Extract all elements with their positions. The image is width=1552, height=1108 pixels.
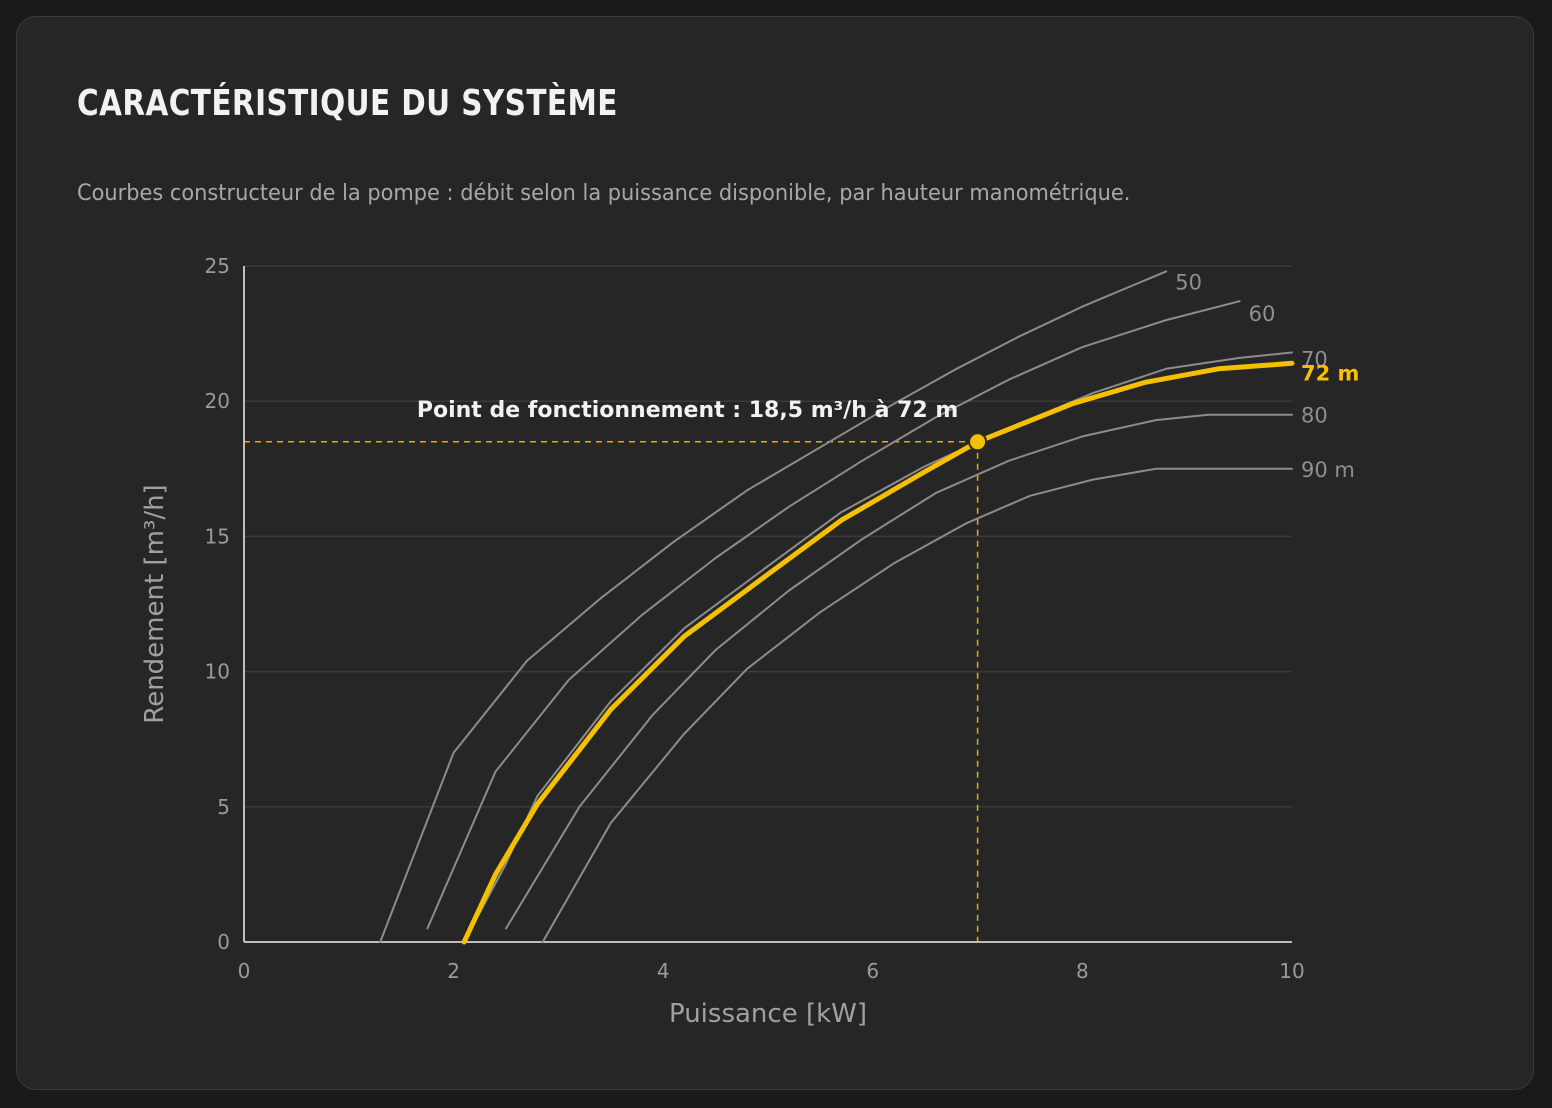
series-line-72-m [461, 360, 1295, 945]
axes: 0 2 4 6 8 10 0 5 10 15 20 25 [205, 254, 1305, 983]
x-tick-label: 4 [657, 959, 670, 983]
operating-point-label: Point de fonctionnement : 18,5 m³/h à 72… [417, 398, 958, 423]
series-label-90-m: 90 m [1301, 458, 1355, 482]
chart-subtitle: Courbes constructeur de la pompe : débit… [77, 181, 1131, 206]
x-tick-label: 10 [1279, 959, 1304, 983]
series-label-72-m: 72 m [1301, 361, 1359, 385]
operating-point-group [968, 432, 988, 452]
series-group [379, 270, 1295, 945]
y-tick-label: 5 [217, 795, 230, 819]
y-axis-title: Rendement [m³/h] [140, 484, 170, 723]
y-tick-label: 15 [205, 524, 230, 548]
series-labels: 50 60 70 80 90 m 72 m [1175, 270, 1359, 481]
x-tick-label: 8 [1076, 959, 1089, 983]
operating-point-marker [968, 432, 988, 452]
series-label-60: 60 [1249, 302, 1276, 326]
y-tick-label: 0 [217, 930, 230, 954]
y-tick-label: 20 [205, 389, 230, 413]
series-line-50 [379, 270, 1168, 943]
series-label-50: 50 [1175, 270, 1202, 294]
x-tick-label: 2 [447, 959, 460, 983]
grid [244, 265, 1292, 808]
series-line-80 [505, 413, 1293, 930]
series-line-60 [426, 300, 1241, 930]
x-axis-title: Puissance [kW] [669, 999, 867, 1029]
series-line-70 [463, 351, 1293, 943]
page-title: CARACTÉRISTIQUE DU SYSTÈME [77, 83, 618, 124]
chart-card: CARACTÉRISTIQUE DU SYSTÈME Courbes const… [16, 16, 1534, 1090]
y-tick-label: 25 [205, 254, 230, 278]
x-tick-label: 0 [238, 959, 251, 983]
series-label-70: 70 [1301, 348, 1328, 372]
y-tick-label: 10 [205, 660, 230, 684]
operating-point-guides [244, 441, 979, 942]
series-line-90-m [541, 467, 1293, 943]
series-label-80: 80 [1301, 404, 1328, 428]
x-tick-label: 6 [866, 959, 879, 983]
